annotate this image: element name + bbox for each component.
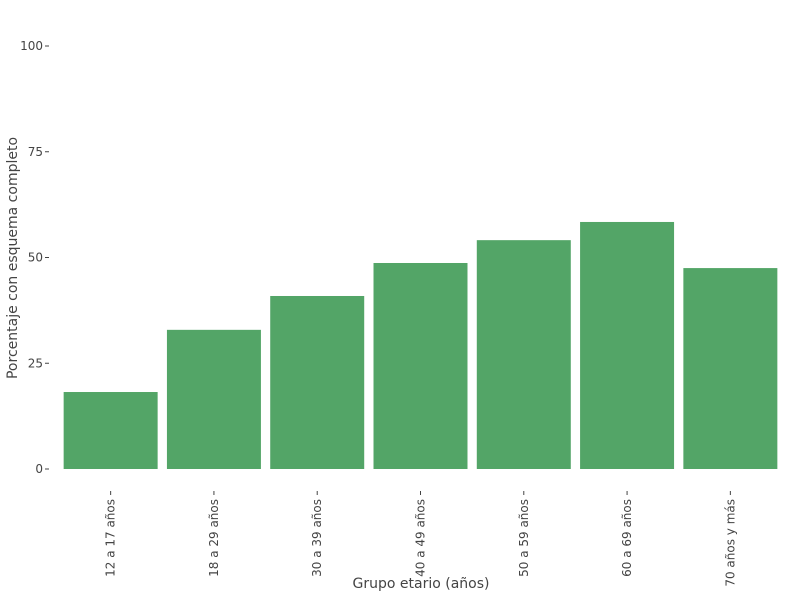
x-tick-label: 30 a 39 años bbox=[310, 499, 324, 577]
x-tick-label: 18 a 29 años bbox=[207, 499, 221, 577]
bar bbox=[63, 392, 158, 469]
bar bbox=[683, 268, 778, 469]
bar bbox=[166, 329, 261, 469]
x-tick-label: 40 a 49 años bbox=[414, 499, 428, 577]
x-tick-label: 12 a 17 años bbox=[104, 499, 118, 577]
y-axis-title: Porcentaje con esquema completo bbox=[5, 137, 21, 379]
bar bbox=[580, 221, 675, 469]
x-tick-label: 70 años y más bbox=[723, 499, 737, 587]
y-tick-label: 50 bbox=[28, 251, 43, 265]
y-tick-label: 75 bbox=[28, 145, 43, 159]
bar bbox=[476, 240, 571, 469]
x-tick-label: 50 a 59 años bbox=[517, 499, 531, 577]
y-tick-label: 25 bbox=[28, 356, 43, 370]
bar bbox=[373, 262, 468, 469]
x-axis-title: Grupo etario (años) bbox=[353, 576, 490, 592]
bar bbox=[270, 295, 365, 469]
y-tick-label: 0 bbox=[35, 462, 43, 476]
x-tick-label: 60 a 69 años bbox=[620, 499, 634, 577]
y-tick-label: 100 bbox=[20, 39, 43, 53]
